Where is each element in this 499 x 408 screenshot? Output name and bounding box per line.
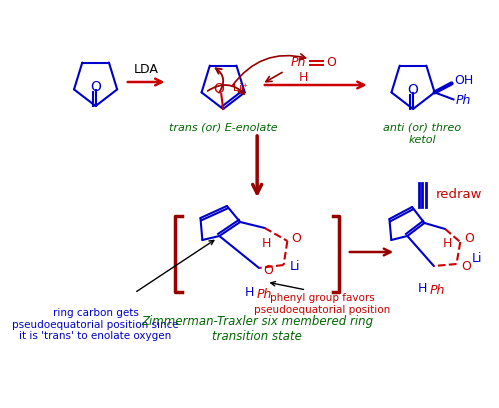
Text: LDA: LDA	[134, 63, 159, 76]
Text: ⁻Li⁺: ⁻Li⁺	[227, 83, 248, 93]
Text: O: O	[291, 231, 301, 244]
Text: ring carbon gets
pseudoequatorial position since
it is 'trans' to enolate oxygen: ring carbon gets pseudoequatorial positi…	[12, 308, 179, 341]
Text: Li: Li	[289, 259, 300, 273]
Text: trans (or) E-enolate: trans (or) E-enolate	[169, 122, 277, 132]
Text: O: O	[263, 264, 272, 277]
Text: OH: OH	[455, 74, 474, 87]
Text: O: O	[326, 56, 336, 69]
Text: anti (or) threo
ketol: anti (or) threo ketol	[383, 123, 462, 144]
Text: H: H	[262, 237, 271, 250]
Text: Ph: Ph	[430, 284, 445, 297]
Text: Li: Li	[472, 251, 482, 264]
Text: Ph: Ph	[257, 288, 272, 301]
Text: Zimmerman-Traxler six membered ring
transition state: Zimmerman-Traxler six membered ring tran…	[141, 315, 373, 343]
Text: H: H	[442, 237, 452, 250]
Text: H: H	[245, 286, 254, 299]
Text: O: O	[408, 83, 419, 97]
Text: H: H	[299, 71, 308, 84]
Text: Ph: Ph	[456, 94, 471, 107]
Text: O: O	[461, 259, 471, 273]
Text: phenyl group favors
pseudoequatorial position: phenyl group favors pseudoequatorial pos…	[254, 293, 390, 315]
Text: Ph: Ph	[291, 55, 306, 69]
Text: O: O	[464, 233, 474, 246]
Text: O: O	[213, 82, 224, 96]
Text: H: H	[418, 282, 427, 295]
Text: O: O	[90, 80, 101, 94]
Text: redraw: redraw	[436, 188, 482, 202]
